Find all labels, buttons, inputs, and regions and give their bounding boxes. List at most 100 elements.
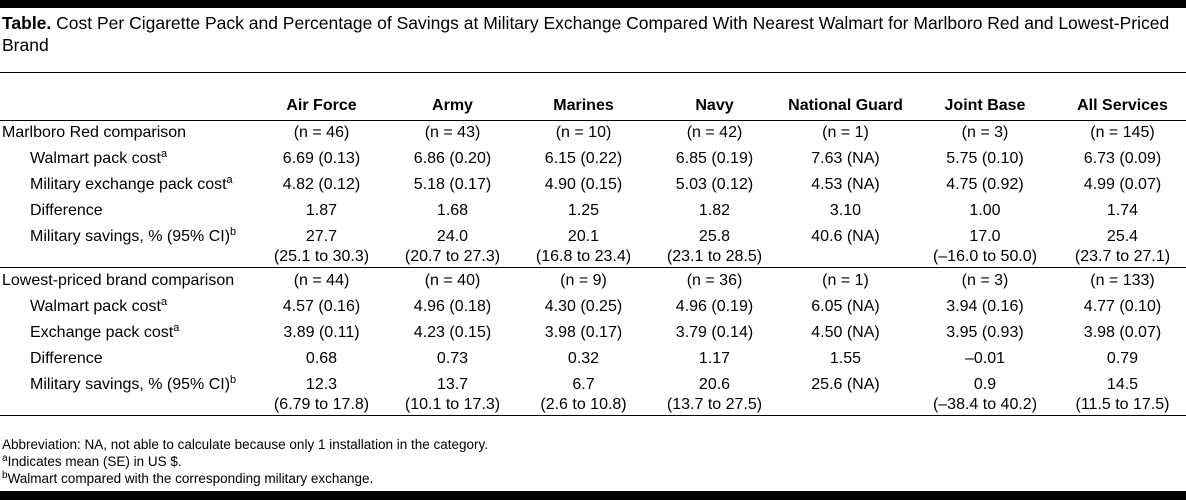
value: 4.23 (0.15) <box>413 324 492 341</box>
col-header: Air Force <box>286 97 357 114</box>
table-row: Military savings, % (95% CI)b 12.3 (6.79 t… <box>0 372 1186 415</box>
value: 1.00 <box>969 202 1001 219</box>
value-cell: 25.6 (NA) <box>780 372 911 415</box>
value-cell: 1.68 <box>387 198 518 224</box>
value-cell: 4.30 (0.25) <box>518 294 649 320</box>
value-cell: 6.86 (0.20) <box>387 146 518 172</box>
footnote-marker: a <box>161 296 168 308</box>
value-cell: 6.69 (0.13) <box>256 146 387 172</box>
ci-value: (11.5 to 17.5) <box>1075 396 1170 413</box>
footnote-marker: a <box>173 322 180 334</box>
data-table: Air Force Army Marines Navy National Gua… <box>0 78 1186 415</box>
value: 4.53 (NA) <box>811 176 880 193</box>
value: 40.6 (NA) <box>811 228 880 245</box>
value: 24.0 <box>436 228 469 245</box>
value-cell: 0.9 (–38.4 to 40.2) <box>911 372 1059 415</box>
value-cell: 12.3 (6.79 to 17.8) <box>256 372 387 415</box>
value: 0.9 <box>973 376 997 393</box>
value-cell: 20.6 (13.7 to 27.5) <box>649 372 780 415</box>
row-label-cell: Military savings, % (95% CI)b <box>0 224 256 268</box>
sample-size-cell: (n = 43) <box>424 124 481 141</box>
sample-size-cell: (n = 36) <box>649 267 780 294</box>
value: 3.89 (0.11) <box>283 324 360 341</box>
value-cell: 4.77 (0.10) <box>1059 294 1186 320</box>
value: 1.87 <box>305 202 338 219</box>
value: 25.8 <box>698 228 731 245</box>
value: 13.7 <box>436 376 469 393</box>
value: 4.90 (0.15) <box>544 176 623 193</box>
value: –0.01 <box>964 350 1006 367</box>
table-row: Military exchange pack costa 4.82 (0.12) 5… <box>0 172 1186 198</box>
value-cell: 4.53 (NA) <box>780 172 911 198</box>
col-header: Marines <box>553 97 614 114</box>
footnote-abbreviation: Abbreviation: NA, not able to calculate … <box>2 437 489 452</box>
footnote-b-text: Walmart compared with the corresponding … <box>7 471 374 486</box>
value: 0.79 <box>1106 350 1139 367</box>
table-row: Walmart pack costa 6.69 (0.13) 6.86 (0.20)… <box>0 146 1186 172</box>
row-label: Military savings, % (95% CI) <box>30 376 231 393</box>
value-cell: 7.63 (NA) <box>780 146 911 172</box>
value: 3.98 (0.17) <box>544 324 623 341</box>
value-cell: 5.18 (0.17) <box>387 172 518 198</box>
value: 20.1 <box>567 228 600 245</box>
ci-value: (–16.0 to 50.0) <box>932 248 1038 265</box>
footnote-b-mark: b <box>2 470 8 481</box>
value-cell: 6.15 (0.22) <box>518 146 649 172</box>
value: 5.18 (0.17) <box>413 176 492 193</box>
sample-size-cell: (n = 1) <box>780 267 911 294</box>
table-body: Marlboro Red comparison (n = 46) (n = 43) (… <box>0 120 1186 415</box>
ci-value: (–38.4 to 40.2) <box>932 396 1038 413</box>
value: 0.73 <box>436 350 469 367</box>
value: 4.96 (0.19) <box>675 298 754 315</box>
value: 4.50 (NA) <box>811 324 880 341</box>
value-cell: 4.82 (0.12) <box>256 172 387 198</box>
value: 3.10 <box>829 202 862 219</box>
footnote-b: bWalmart compared with the corresponding… <box>2 471 1182 487</box>
value: 4.82 (0.12) <box>282 176 361 193</box>
value: 6.7 <box>572 376 595 393</box>
ci-value: (6.79 to 17.8) <box>273 396 370 413</box>
bottom-bar <box>0 491 1186 500</box>
row-label-cell: Military savings, % (95% CI)b <box>0 372 256 415</box>
value: 12.3 <box>305 376 338 393</box>
col-header: National Guard <box>788 97 903 114</box>
value-cell: 0.32 <box>518 346 649 372</box>
footnote-marker: b <box>230 374 237 386</box>
ci-value: (10.1 to 17.3) <box>404 396 501 413</box>
header-rule <box>0 120 1186 121</box>
footnote-a: aIndicates mean (SE) in US $. <box>2 454 1182 470</box>
value: 6.86 (0.20) <box>413 150 492 167</box>
header-row: Air Force Army Marines Navy National Gua… <box>0 78 1186 120</box>
value-cell: 1.17 <box>649 346 780 372</box>
value: 4.96 (0.18) <box>413 298 492 315</box>
value: 6.73 (0.09) <box>1083 150 1162 167</box>
value: 6.15 (0.22) <box>544 150 623 167</box>
row-label: Difference <box>30 202 103 219</box>
ci-value: (25.1 to 30.3) <box>273 248 370 265</box>
value: 3.95 (0.93) <box>946 324 1024 341</box>
value-cell: 4.50 (NA) <box>780 320 911 346</box>
value-cell: 3.98 (0.17) <box>518 320 649 346</box>
row-label: Military savings, % (95% CI) <box>30 228 231 245</box>
ci-value: (23.7 to 27.1) <box>1074 248 1171 265</box>
col-header: Joint Base <box>944 97 1026 114</box>
table-title-text: Cost Per Cigarette Pack and Percentage o… <box>2 13 1170 55</box>
table-bottom-rule <box>0 415 1186 416</box>
sample-size-cell: (n = 46) <box>293 124 350 141</box>
value-cell: 4.57 (0.16) <box>256 294 387 320</box>
value: 3.98 (0.07) <box>1083 324 1162 341</box>
value: 6.05 (NA) <box>811 298 880 315</box>
value-cell: 1.87 <box>256 198 387 224</box>
table-title-label: Table. <box>2 13 52 33</box>
sample-size-cell: (n = 44) <box>256 267 387 294</box>
value-cell: 40.6 (NA) <box>780 224 911 268</box>
value-cell: 14.5 (11.5 to 17.5) <box>1059 372 1186 415</box>
row-label-cell: Walmart pack costa <box>0 294 256 320</box>
value: 17.0 <box>969 228 1001 245</box>
value-cell: 1.00 <box>911 198 1059 224</box>
value-cell: 20.1 (16.8 to 23.4) <box>518 224 649 268</box>
value: 1.74 <box>1106 202 1139 219</box>
ci-value: (2.6 to 10.8) <box>540 396 627 413</box>
value: 4.75 (0.92) <box>946 176 1024 193</box>
title-rule <box>0 72 1186 73</box>
